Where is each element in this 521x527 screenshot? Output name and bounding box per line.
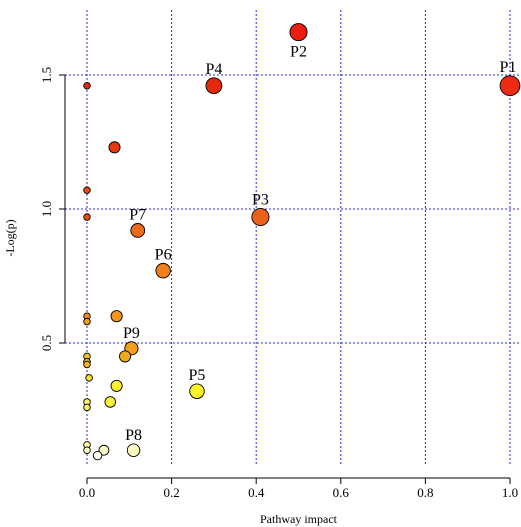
point-label-p6: P6 bbox=[155, 246, 172, 263]
data-point bbox=[83, 446, 91, 454]
point-p8 bbox=[126, 443, 141, 457]
point-label-p5: P5 bbox=[189, 367, 206, 384]
data-point bbox=[83, 403, 91, 412]
point-p7 bbox=[130, 223, 146, 238]
axes: 0.5 1.0 1.5 0.0 0.2 0.4 0.6 0.8 1.0 bbox=[39, 67, 518, 500]
data-point bbox=[92, 450, 103, 461]
x-tick-label: 0.0 bbox=[79, 485, 95, 500]
data-points bbox=[83, 23, 521, 461]
y-axis-title: -Log(p) bbox=[3, 219, 17, 256]
data-point bbox=[83, 213, 91, 221]
data-point bbox=[83, 81, 91, 90]
x-tick-label: 0.8 bbox=[417, 485, 433, 500]
data-point bbox=[85, 374, 93, 382]
point-label-p1: P1 bbox=[500, 59, 517, 76]
point-label-p3: P3 bbox=[252, 191, 269, 208]
data-point bbox=[104, 396, 116, 408]
point-labels: P1 P2 P4 P3 P7 P6 P9 P5 P8 bbox=[123, 44, 516, 444]
x-axis-title: Pathway impact bbox=[260, 512, 338, 526]
point-label-p4: P4 bbox=[205, 61, 222, 78]
point-p5 bbox=[189, 383, 205, 399]
data-point bbox=[110, 379, 123, 392]
point-p2 bbox=[289, 23, 308, 42]
data-point bbox=[83, 317, 91, 326]
data-point bbox=[98, 444, 110, 456]
point-p3 bbox=[251, 208, 270, 227]
point-label-p2: P2 bbox=[290, 44, 307, 61]
data-point bbox=[119, 350, 132, 363]
x-tick-label: 0.6 bbox=[333, 485, 350, 500]
x-tick-label: 0.4 bbox=[248, 485, 265, 500]
point-p6 bbox=[155, 262, 171, 279]
point-p4 bbox=[205, 77, 223, 95]
y-tick-label: 1.5 bbox=[39, 67, 54, 83]
data-point bbox=[83, 186, 91, 194]
point-p1 bbox=[499, 75, 521, 97]
y-tick-label: 0.5 bbox=[39, 335, 54, 351]
x-tick-label: 0.2 bbox=[163, 485, 179, 500]
point-label-p8: P8 bbox=[125, 427, 142, 444]
y-tick-label: 1.0 bbox=[39, 201, 54, 217]
point-label-p9: P9 bbox=[123, 325, 140, 342]
x-tick-label: 1.0 bbox=[502, 485, 518, 500]
data-point bbox=[110, 310, 123, 323]
data-point bbox=[83, 360, 91, 369]
point-label-p7: P7 bbox=[129, 207, 146, 224]
data-point bbox=[108, 141, 121, 154]
